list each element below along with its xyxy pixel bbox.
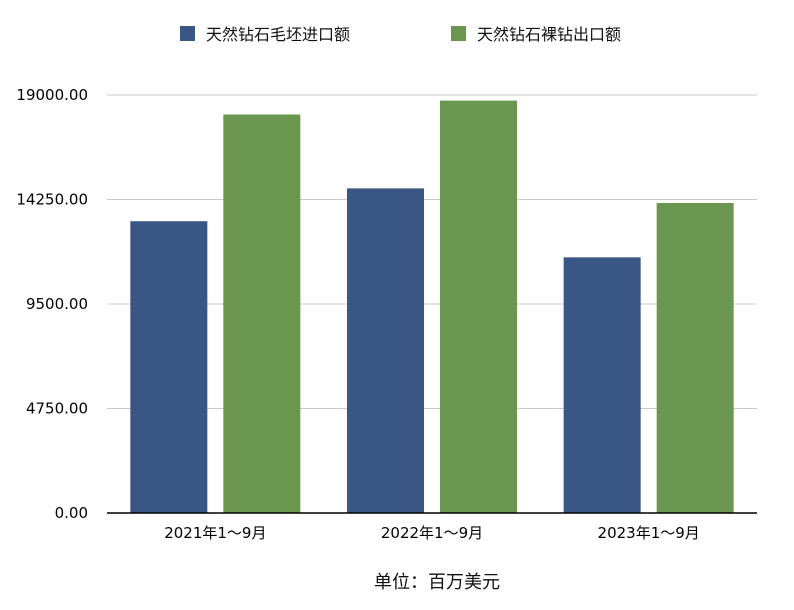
y-axis: 0.00 4750.00 9500.00 14250.00 19000.00 <box>16 86 88 522</box>
legend-label: 天然钻石裸钻出口额 <box>477 25 621 44</box>
legend-label: 天然钻石毛坯进口额 <box>206 25 350 44</box>
bar-polished-export <box>223 114 301 513</box>
bar-polished-export <box>440 100 517 514</box>
x-tick-label: 2023年1～9月 <box>598 524 700 542</box>
legend-swatch <box>180 26 195 41</box>
y-tick-label: 4750.00 <box>26 400 88 418</box>
gridlines <box>107 94 757 409</box>
y-tick-label: 9500.00 <box>26 295 88 313</box>
y-tick-label: 19000.00 <box>16 86 88 104</box>
legend: 天然钻石毛坯进口额 天然钻石裸钻出口额 <box>180 25 621 44</box>
bar-rough-import <box>130 221 208 514</box>
x-axis: 2021年1～9月 2022年1～9月 2023年1～9月 <box>107 512 757 542</box>
bar-rough-import <box>563 257 641 513</box>
y-tick-label: 0.00 <box>55 504 88 522</box>
bars <box>130 100 734 514</box>
y-tick-label: 14250.00 <box>16 191 88 209</box>
x-tick-label: 2021年1～9月 <box>164 524 266 542</box>
bar-polished-export <box>656 203 734 513</box>
legend-swatch <box>451 26 466 41</box>
x-tick-label: 2022年1～9月 <box>381 524 483 542</box>
unit-label: 单位：百万美元 <box>374 572 500 593</box>
bar-rough-import <box>347 188 424 513</box>
